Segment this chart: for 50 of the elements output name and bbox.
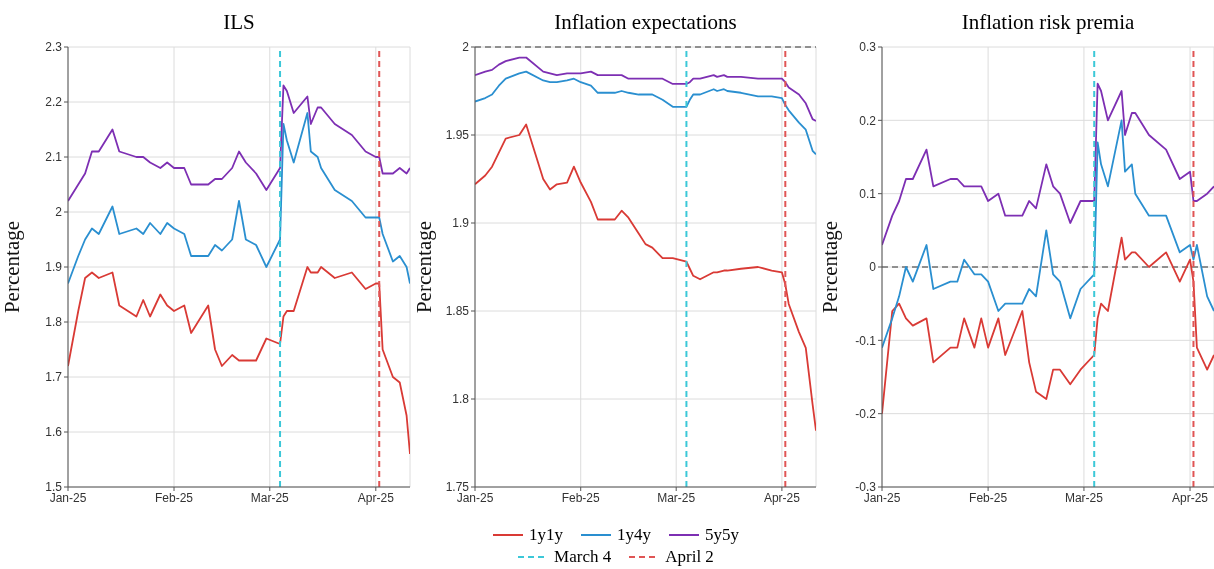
legend-label: 1y4y [616,524,651,546]
x-tick-label: Feb-25 [155,490,194,505]
line-series [882,82,1214,246]
y-tick-label: 2.1 [45,150,63,165]
x-tick-label: Apr-25 [357,490,395,505]
x-tick-label: Apr-25 [1172,490,1209,505]
y-tick-label: 0.1 [859,186,877,201]
y-tick-label: -0.2 [855,406,877,421]
y-tick-label: -0.1 [855,333,877,348]
chart-title: ILS [222,10,256,35]
y-tick-label: 1.95 [445,128,470,143]
line-series [68,84,410,202]
y-tick-label: 1.9 [45,260,63,275]
y-axis-title: Percentage [0,220,25,314]
line-series [68,112,410,285]
legend-label: 5y5y [704,524,739,546]
y-tick-label: 1.85 [445,304,470,319]
x-tick-label: Jan-25 [863,490,901,505]
x-tick-label: Mar-25 [1064,490,1104,505]
line-series [475,70,816,156]
y-tick-label: 1.8 [45,315,63,330]
y-tick-label: 2.2 [45,95,63,110]
x-tick-label: Jan-25 [456,490,494,505]
legend-label: 1y1y [528,524,563,546]
chart-title: Inflation expectations [553,10,738,35]
chart-title: Inflation risk premia [960,10,1136,35]
y-tick-label: 2 [462,40,470,55]
x-tick-label: Jan-25 [49,490,87,505]
x-tick-label: Feb-25 [969,490,1008,505]
legend-label: April 2 [664,546,714,568]
y-tick-label: 1.7 [45,370,63,385]
x-tick-label: Mar-25 [657,490,696,505]
x-tick-label: Mar-25 [250,490,290,505]
y-axis-title: Percentage [818,220,843,314]
line-series [475,56,816,122]
y-tick-label: 0 [869,260,877,275]
y-tick-label: 2.3 [45,40,63,55]
line-series [68,266,410,455]
y-tick-label: 1.8 [452,392,470,407]
line-series [475,123,816,432]
y-axis-title: Percentage [412,220,437,314]
y-tick-label: 0.2 [859,113,877,128]
legend-label: March 4 [553,546,612,568]
line-series [882,119,1214,349]
y-tick-label: 1.6 [45,425,63,440]
x-tick-label: Apr-25 [763,490,801,505]
y-tick-label: 0.3 [859,40,877,55]
x-tick-label: Feb-25 [561,490,601,505]
y-tick-label: 2 [55,205,63,220]
y-tick-label: 1.9 [452,216,470,231]
